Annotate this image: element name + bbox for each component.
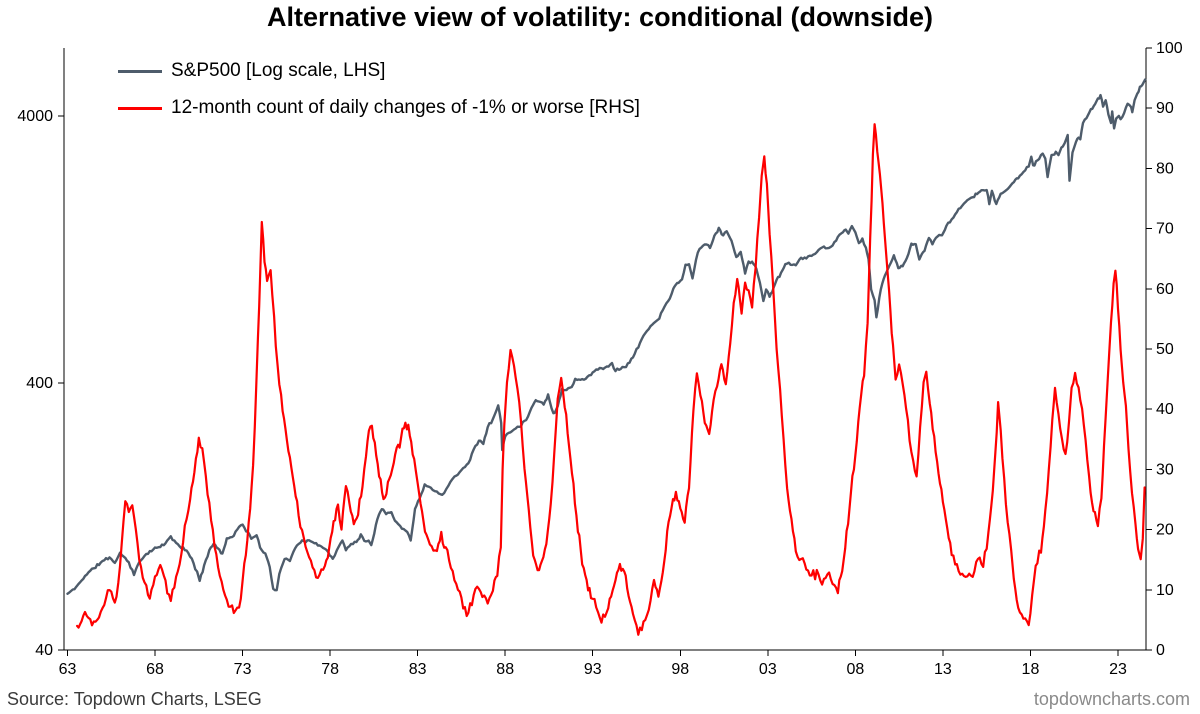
right-axis-tick-label: 100 <box>1156 40 1183 57</box>
legend-label-sp500: S&P500 [Log scale, LHS] <box>171 60 386 81</box>
x-axis-tick-label: 03 <box>759 661 777 678</box>
x-axis-tick-label: 93 <box>584 661 602 678</box>
source-note: Source: Topdown Charts, LSEG <box>7 689 262 709</box>
left-axis-tick-label: 400 <box>26 375 53 392</box>
x-axis-tick-label: 08 <box>846 661 864 678</box>
downside-count-line <box>76 123 1146 636</box>
right-axis-tick-label: 60 <box>1156 281 1174 298</box>
right-axis-tick-label: 30 <box>1156 461 1174 478</box>
right-axis-tick-label: 40 <box>1156 401 1174 418</box>
legend-item-downside-count: 12-month count of daily changes of -1% o… <box>118 97 640 119</box>
x-axis-tick-label: 88 <box>496 661 514 678</box>
x-axis-tick-label: 13 <box>934 661 952 678</box>
site-watermark: topdowncharts.com <box>1033 689 1190 709</box>
x-axis-tick-label: 18 <box>1022 661 1040 678</box>
x-axis-tick-label: 83 <box>409 661 427 678</box>
chart-legend: S&P500 [Log scale, LHS] 12-month count o… <box>118 60 640 134</box>
sp500-line-swatch <box>118 69 162 73</box>
chart-title: Alternative view of volatility: conditio… <box>266 2 934 32</box>
right-axis-tick-label: 70 <box>1156 221 1174 238</box>
x-axis-tick-label: 78 <box>321 661 339 678</box>
x-axis-tick-label: 23 <box>1109 661 1127 678</box>
legend-label-downside-count: 12-month count of daily changes of -1% o… <box>171 97 640 118</box>
x-axis-tick-label: 63 <box>59 661 77 678</box>
right-axis-tick-label: 20 <box>1156 522 1174 539</box>
left-axis-tick-label: 4000 <box>17 108 53 125</box>
legend-item-sp500: S&P500 [Log scale, LHS] <box>118 60 640 82</box>
left-axis-tick-label: 40 <box>35 642 53 659</box>
downside-count-line-swatch <box>118 106 162 110</box>
x-axis-tick-label: 98 <box>671 661 689 678</box>
x-axis-tick-label: 73 <box>234 661 252 678</box>
sp500-line <box>66 78 1147 595</box>
right-axis-tick-label: 0 <box>1156 642 1165 659</box>
right-axis-tick-label: 10 <box>1156 582 1174 599</box>
right-axis-tick-label: 80 <box>1156 160 1174 177</box>
x-axis-tick-label: 68 <box>146 661 164 678</box>
axis-tick-labels: 40 400 4000 0 10 20 30 40 50 60 70 80 90 100 63 68 73 78 8… <box>17 40 1182 678</box>
tick-marks <box>58 47 1152 656</box>
right-axis-tick-label: 50 <box>1156 341 1174 358</box>
right-axis-tick-label: 90 <box>1156 100 1174 117</box>
